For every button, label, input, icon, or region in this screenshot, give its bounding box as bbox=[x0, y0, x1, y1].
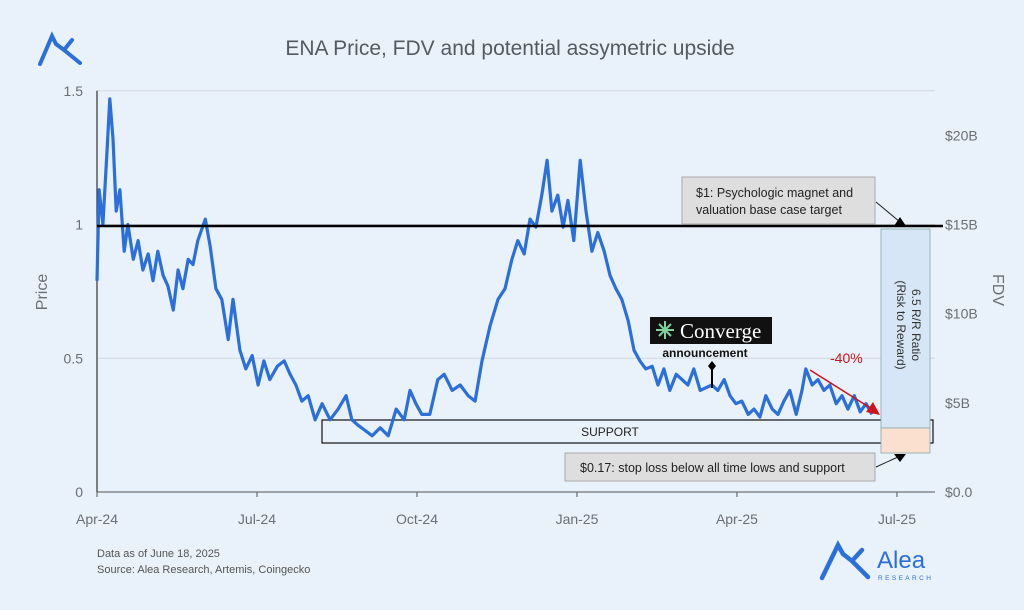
y-axis-label: Price bbox=[34, 274, 51, 311]
x-tick-label: Oct-24 bbox=[396, 511, 438, 527]
chart-title: ENA Price, FDV and potential assymetric … bbox=[285, 37, 734, 60]
drawdown-arrow bbox=[809, 369, 873, 410]
x-tick-label: Apr-24 bbox=[76, 511, 118, 527]
y-tick-label: 1 bbox=[75, 217, 83, 233]
target-marker-icon bbox=[894, 217, 906, 226]
y2-axis-label: FDV bbox=[989, 274, 1006, 306]
y2-tick-label: $10B bbox=[945, 306, 978, 322]
y2-tick-label: $5B bbox=[945, 395, 970, 411]
drawdown-arrowhead-icon bbox=[866, 402, 880, 415]
rr-ratio-label: 6.5 R/R Ratio bbox=[909, 289, 923, 361]
brand-name: Alea bbox=[877, 547, 926, 574]
alea-brand-logo-icon bbox=[819, 540, 871, 581]
x-tick-label: Jul-25 bbox=[878, 511, 916, 527]
stop-loss-marker-icon bbox=[894, 454, 906, 462]
stop-loss-box bbox=[564, 452, 876, 482]
y-axis-ticks: 0 0.5 1 1.5 bbox=[64, 83, 84, 500]
y2-tick-label: $15B bbox=[945, 217, 978, 233]
x-tick-label: Apr-25 bbox=[716, 511, 758, 527]
rr-ratio-sublabel: (Risk to Reward) bbox=[894, 280, 908, 369]
target-annotation-line2: valuation base case target bbox=[696, 203, 842, 217]
y-tick-label: 1.5 bbox=[64, 83, 84, 99]
target-connector bbox=[875, 201, 901, 223]
alea-logo-icon bbox=[38, 31, 82, 66]
gridlines bbox=[96, 90, 935, 493]
target-annotation-box bbox=[681, 176, 876, 225]
y2-tick-label: $20B bbox=[945, 127, 978, 143]
price-line bbox=[95, 97, 874, 438]
date-note: Data as of June 18, 2025 bbox=[97, 548, 220, 560]
x-axis-ticks: Apr-24 Jul-24 Oct-24 Jan-25 Apr-25 Jul-25 bbox=[76, 492, 916, 527]
stop-loss-connector bbox=[875, 456, 899, 468]
y-tick-label: 0 bbox=[75, 484, 83, 500]
source-note: Source: Alea Research, Artemis, Coingeck… bbox=[97, 564, 310, 576]
rr-downside-bar bbox=[880, 427, 931, 454]
x-tick-label: Jan-25 bbox=[556, 511, 599, 527]
event-marker-icon bbox=[708, 361, 716, 371]
y-tick-label: 0.5 bbox=[64, 350, 84, 366]
converge-star-icon bbox=[656, 321, 674, 339]
converge-logo-text: Converge bbox=[680, 319, 761, 343]
x-tick-label: Jul-24 bbox=[238, 511, 276, 527]
drawdown-label: -40% bbox=[830, 350, 863, 366]
target-annotation-line1: $1: Psychologic magnet and bbox=[696, 186, 853, 200]
brand-subtitle: RESEARCH bbox=[878, 575, 933, 582]
event-label: announcement bbox=[662, 346, 747, 360]
support-label: SUPPORT bbox=[581, 425, 639, 439]
y2-axis-ticks: $0.0 $5B $10B $15B $20B bbox=[945, 127, 978, 500]
support-zone bbox=[321, 419, 934, 444]
stop-loss-label: $0.17: stop loss below all time lows and… bbox=[580, 461, 845, 475]
rr-upside-bar bbox=[880, 228, 931, 429]
y2-tick-label: $0.0 bbox=[945, 484, 972, 500]
